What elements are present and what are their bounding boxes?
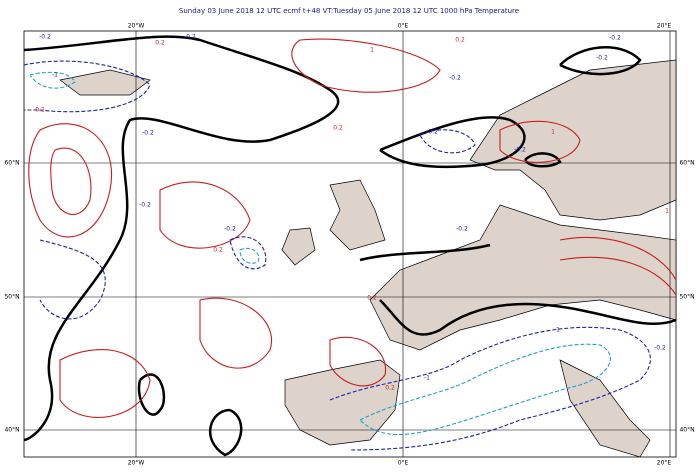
contour-negative	[229, 236, 267, 270]
longitude-label: 0°E	[398, 460, 409, 467]
contour-zero	[359, 243, 677, 336]
contour-negative	[39, 239, 106, 320]
contour-zero	[23, 35, 340, 442]
contour-label: -0.2	[426, 129, 438, 136]
contour-label: -1	[424, 375, 430, 382]
contour-label: 1	[551, 129, 555, 136]
contour-negative	[23, 60, 151, 113]
contour-label: 1	[370, 47, 374, 54]
latitude-label: 60°N	[679, 160, 694, 167]
latitude-label: 50°N	[679, 294, 694, 301]
contour-label: 0.2	[385, 385, 395, 392]
land	[469, 59, 677, 221]
latitude-label: 40°N	[679, 427, 694, 434]
contour-negative-strong	[359, 343, 611, 436]
contour-label: 0.2	[155, 40, 165, 47]
latitude-label: 40°N	[4, 427, 19, 434]
longitude-label: 20°W	[128, 460, 145, 467]
contour-label: -1	[554, 327, 560, 334]
contour-label: 1	[665, 208, 669, 215]
contour-label: -0.2	[654, 345, 666, 352]
latitude-label: 60°N	[4, 160, 19, 167]
contour-positive	[50, 147, 92, 215]
contour-label: 0.2	[35, 107, 45, 114]
contour-label: -0.2	[184, 34, 196, 41]
contour-negative	[419, 129, 476, 154]
contour-label: -0.2	[39, 34, 51, 41]
map-area	[23, 30, 677, 458]
contour-positive	[199, 297, 273, 369]
contour-zero	[379, 116, 526, 169]
land	[59, 69, 151, 96]
contour-positive	[499, 120, 581, 163]
land	[284, 359, 401, 446]
contour-positive	[159, 181, 251, 249]
map-title: Sunday 03 June 2018 12 UTC ecmf t+48 VT:…	[179, 7, 519, 15]
contour-positive	[329, 336, 387, 387]
contour-label: -0.2	[609, 35, 621, 42]
longitude-label: 20°E	[657, 460, 672, 467]
contour-label: -0.2	[456, 226, 468, 233]
contour-label: 0.2	[333, 125, 343, 132]
contour-positive	[59, 349, 151, 418]
contour-label: -0.2	[139, 202, 151, 209]
land	[281, 227, 316, 266]
contour-label: -0.2	[596, 55, 608, 62]
contour-positive	[28, 123, 112, 238]
longitude-label: 20°W	[128, 23, 145, 30]
contour-label: -0.2	[142, 130, 154, 137]
contour-positive	[291, 38, 441, 93]
contour-label: 0.2	[213, 247, 223, 254]
contour-label: -1	[52, 72, 58, 79]
land	[559, 359, 651, 458]
contour-negative-strong	[29, 71, 260, 264]
contour-zero	[137, 373, 243, 457]
contour-label: 0.2	[455, 37, 465, 44]
latitude-label: 50°N	[4, 294, 19, 301]
longitude-label: 20°E	[657, 23, 672, 30]
contour-label: -0.2	[224, 226, 236, 233]
contour-positive	[559, 236, 677, 296]
contour-label: 0.2	[367, 295, 377, 302]
contour-label: -0.2	[514, 147, 526, 154]
contour-label: -0.2	[449, 75, 461, 82]
land	[369, 204, 677, 351]
longitude-label: 0°E	[398, 23, 409, 30]
land	[329, 179, 386, 251]
labels: 20°W 20°W 0°E 0°E 20°E 20°E 60°N 60°N 50°N 50°N 40…	[4, 23, 694, 467]
contour-zero	[523, 46, 642, 168]
